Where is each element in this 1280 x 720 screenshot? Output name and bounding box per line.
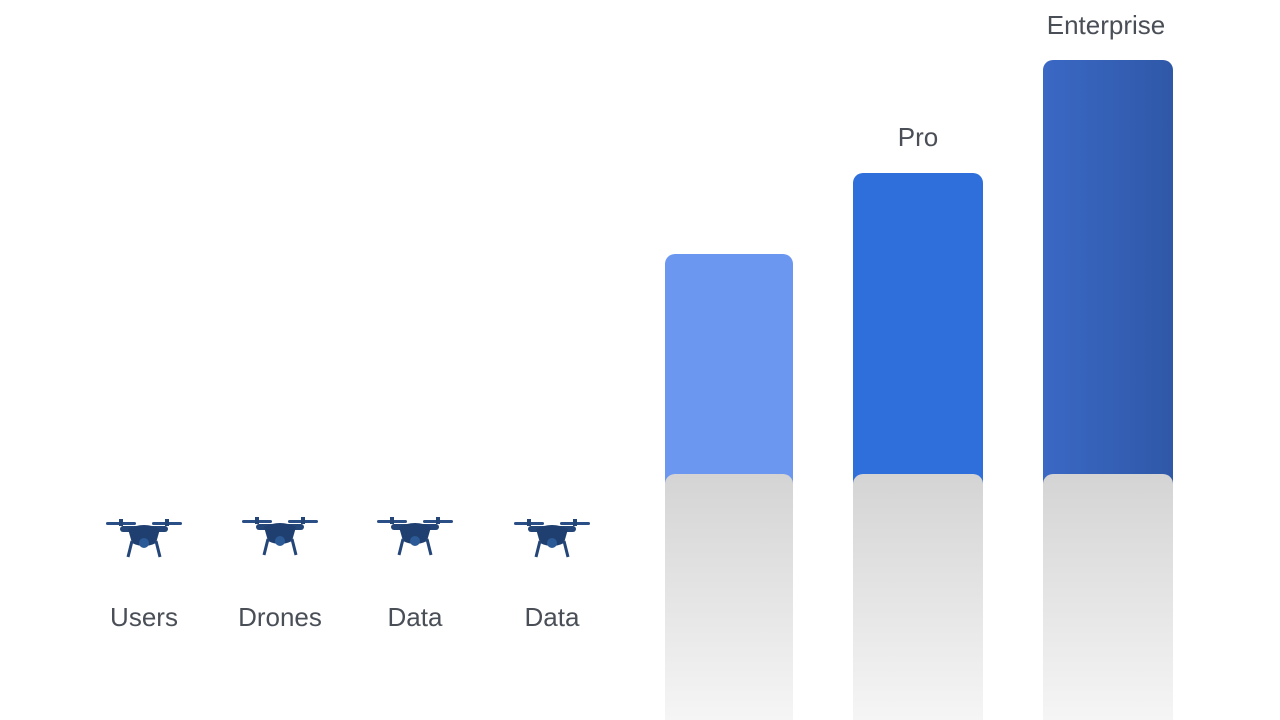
tier-columns: Pro Enterprise (665, 10, 1173, 720)
tier-label: Pro (898, 122, 938, 152)
tier-bar (853, 173, 983, 493)
drone-icon (512, 517, 592, 559)
tier-base (665, 474, 793, 720)
feature-label: Data (525, 602, 580, 632)
feature-label: Drones (238, 602, 322, 632)
drone-icon (375, 515, 455, 557)
tier-label: Enterprise (1047, 10, 1166, 40)
drone-icon (104, 517, 184, 559)
tier-bar (1043, 60, 1173, 494)
drone-icon (240, 515, 320, 557)
feature-label: Data (388, 602, 443, 632)
feature-list: Users Drones Data Data (104, 515, 592, 632)
tier-base (853, 474, 983, 720)
tier-bar (665, 254, 793, 494)
tier-base (1043, 474, 1173, 720)
feature-label: Users (110, 602, 178, 632)
